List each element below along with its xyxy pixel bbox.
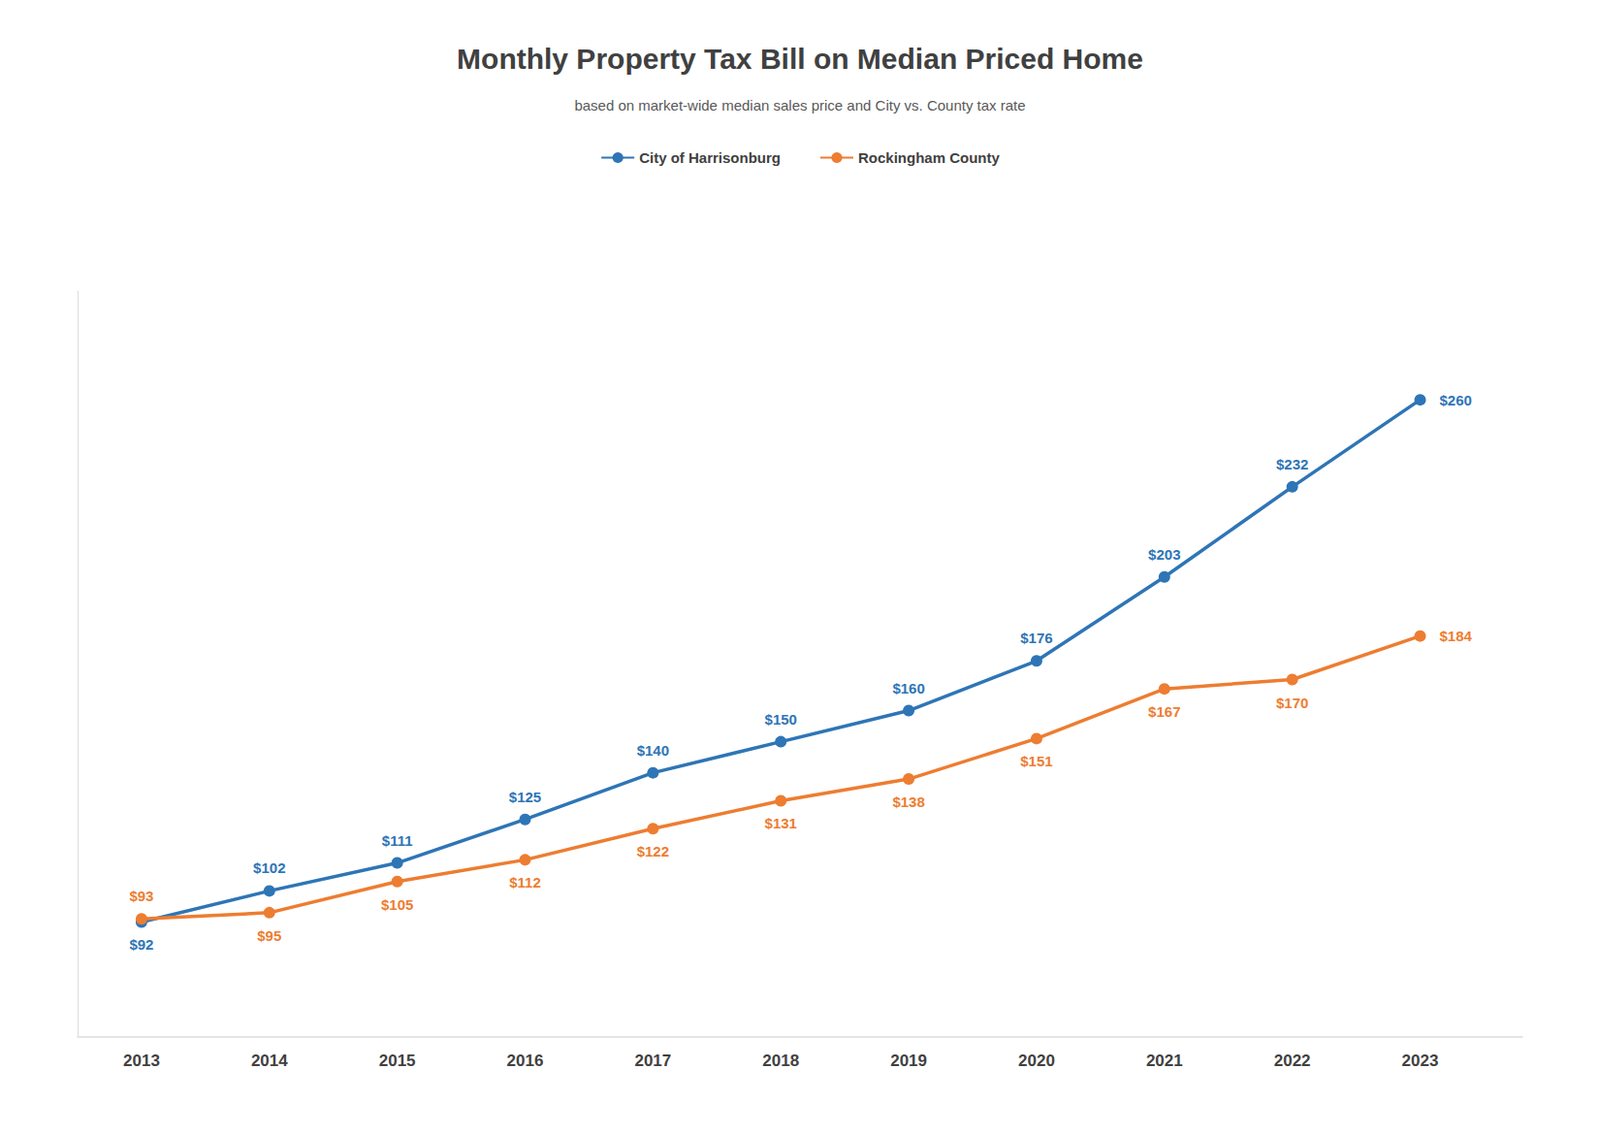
svg-text:$122: $122 <box>637 842 670 860</box>
svg-text:$232: $232 <box>1276 455 1309 473</box>
svg-text:$140: $140 <box>637 741 670 759</box>
svg-text:$112: $112 <box>509 873 542 891</box>
svg-text:2015: 2015 <box>379 1051 416 1070</box>
svg-text:$170: $170 <box>1276 694 1309 711</box>
svg-text:2020: 2020 <box>1018 1051 1056 1070</box>
svg-text:$131: $131 <box>765 814 798 832</box>
svg-text:$184: $184 <box>1440 627 1473 644</box>
svg-text:Monthly Property Tax Bill on M: Monthly Property Tax Bill on Median Pric… <box>456 42 1144 75</box>
svg-text:2023: 2023 <box>1402 1051 1440 1070</box>
svg-text:$138: $138 <box>892 793 925 810</box>
svg-text:$93: $93 <box>128 887 154 904</box>
svg-text:$125: $125 <box>509 788 542 805</box>
svg-text:City of Harrisonburg: City of Harrisonburg <box>639 149 781 166</box>
svg-text:$167: $167 <box>1148 703 1181 720</box>
svg-text:2018: 2018 <box>762 1051 800 1070</box>
svg-text:$176: $176 <box>1020 629 1053 646</box>
svg-text:Rockingham County: Rockingham County <box>858 149 1000 166</box>
svg-text:$102: $102 <box>253 859 286 876</box>
svg-text:2017: 2017 <box>634 1051 672 1070</box>
svg-text:based on market-wide median sa: based on market-wide median sales price … <box>574 96 1025 114</box>
svg-text:$203: $203 <box>1148 545 1181 563</box>
svg-text:2016: 2016 <box>507 1051 544 1070</box>
svg-text:2021: 2021 <box>1146 1051 1184 1070</box>
svg-text:$151: $151 <box>1020 752 1053 769</box>
svg-text:$95: $95 <box>256 927 282 944</box>
svg-text:2014: 2014 <box>251 1051 288 1070</box>
svg-text:$150: $150 <box>765 710 798 728</box>
svg-text:$260: $260 <box>1440 391 1472 409</box>
svg-text:2022: 2022 <box>1274 1051 1312 1070</box>
svg-text:$92: $92 <box>128 935 154 953</box>
svg-text:$160: $160 <box>892 679 925 697</box>
svg-text:$111: $111 <box>382 832 414 849</box>
svg-text:2019: 2019 <box>890 1051 928 1070</box>
svg-text:$105: $105 <box>381 896 414 913</box>
svg-text:2013: 2013 <box>123 1051 160 1070</box>
